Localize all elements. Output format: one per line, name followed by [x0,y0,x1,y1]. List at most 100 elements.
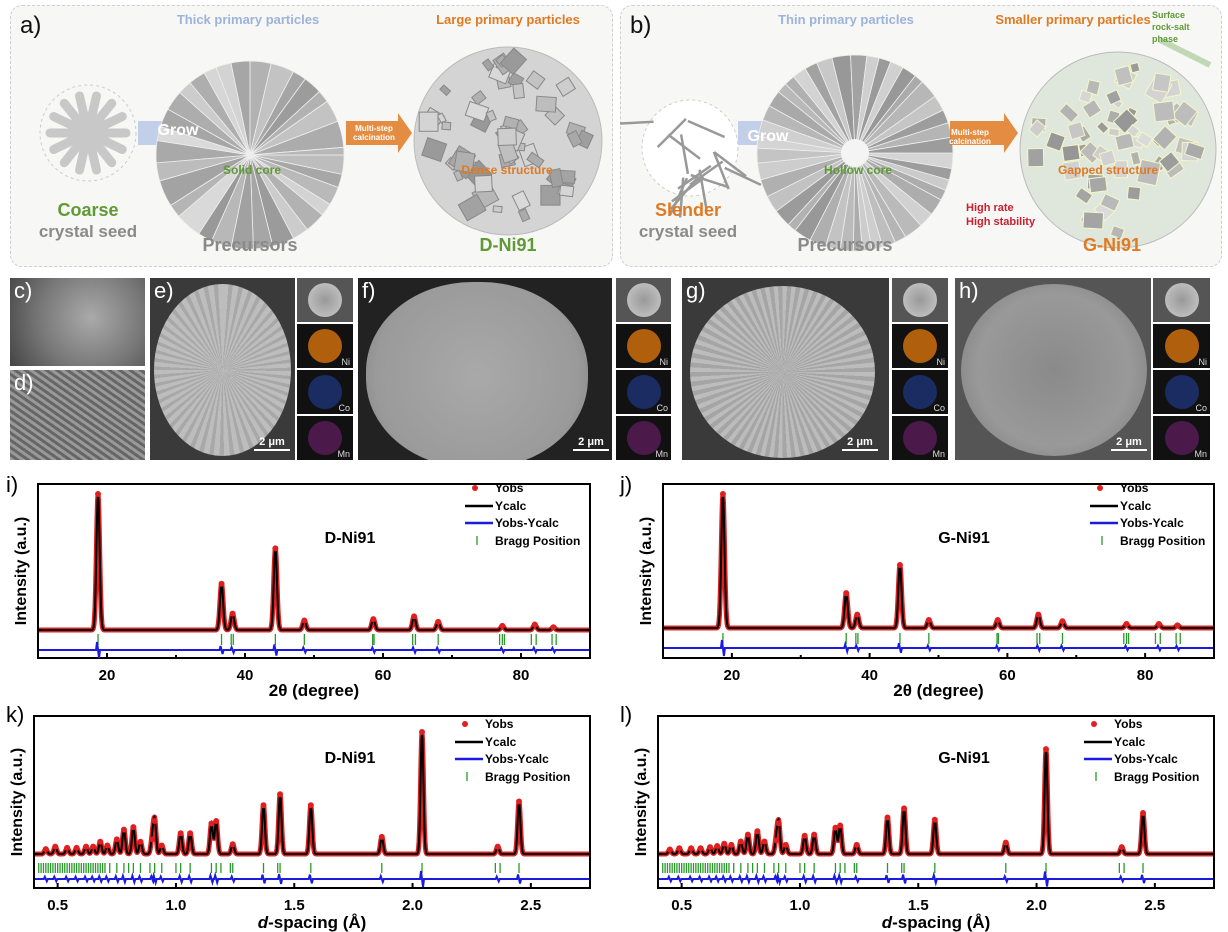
yobs-peak-point [137,838,144,845]
primary-particle-grain [1074,186,1094,205]
eds-sem-thumbnail [892,278,948,322]
yobs-peak-point [208,820,215,827]
seed-needle [679,134,690,175]
primary-particle-grain [566,129,583,148]
primary-particle-grain [525,70,546,90]
legend-yobs: Yobs [495,481,524,495]
yobs-peak-point [1140,809,1147,816]
yobs-peak-point [113,836,120,843]
primary-particle-grain [497,127,517,147]
panel-label: i) [6,472,18,497]
primary-particle-grain [558,184,575,198]
seed-needle [687,119,726,139]
x-tick-label: 60 [999,667,1016,684]
yobs-peak-point [1035,611,1042,618]
grow-label-b: Grow [747,128,789,145]
legend-yobs: Yobs [1114,717,1143,731]
seed-needle [712,151,730,190]
slender-seed-icon [620,118,762,218]
x-axis-label-rest: -spacing (Å) [892,913,990,932]
panel-label: l) [620,702,632,727]
primary-particle-grain [481,58,495,72]
seed-needle [713,151,747,178]
eds-element-label: Ni [341,356,351,367]
eds-particle [1164,374,1199,409]
primary-particle-grain [1061,143,1081,163]
primary-particle-grain [453,169,464,182]
x-tick-label: 2.5 [1144,897,1165,914]
x-tick-label: 2.0 [1026,897,1047,914]
y-axis-label: Intensity (a.u.) [633,748,650,856]
sem-image-f: f) 2 μm [358,278,612,460]
x-tick-label: 20 [99,667,116,684]
yobs-peak-point [853,841,860,848]
primary-particle-grain [526,151,545,169]
scale-bar-e: 2 μm [254,436,290,451]
primary-particle-grain [1027,119,1047,138]
ycalc-series [35,731,589,856]
x-tick-label: 0.5 [47,897,68,914]
yobs-peak-point [42,846,49,853]
yobs-peak-point [773,837,780,844]
seed-needle [677,164,712,190]
y-axis-label: Intensity (a.u.) [9,748,26,856]
primary-particle-grain [1078,89,1093,104]
yobs-peak-point [307,802,314,809]
eds-particle [308,282,342,317]
x-tick-label: 1.5 [908,897,929,914]
schematic-b [620,37,1217,252]
primary-particle-grain [470,89,487,106]
yobs-peak-point [90,843,97,850]
yobs-peak-point [754,828,761,835]
precursor-particle-b [756,54,954,252]
panel-label-b: b) [630,12,652,39]
primary-particle-grain [1099,192,1121,213]
primary-particle-grain [439,84,452,97]
x-axis-label-italic: d [882,913,893,932]
eds-element-label: Co [1195,402,1207,413]
yobs-peak-point [370,616,377,623]
legend-ycalc: Ycalc [485,735,517,749]
primary-particle-grain [453,150,476,174]
yobs-ycalc-series [664,639,1213,657]
particle-cross-section [154,284,291,456]
yobs-peak-point [550,624,557,631]
ycalc-series [664,494,1213,629]
legend: Yobs Ycalc Yobs-Ycalc Bragg Position [1090,481,1205,548]
seed-outline [641,99,739,197]
dense-structure-label: Dense structure [461,163,553,177]
eds-map-ni: Ni [1153,324,1210,368]
primary-particle-grain [1088,176,1108,194]
eds-maps-e: Ni Co Mn [297,278,353,460]
yobs-peak-point [1059,618,1066,625]
yobs-peak-point [213,818,220,825]
primary-particle-grain [511,190,531,212]
primary-particle-grain [555,76,577,97]
eds-map-mn: Mn [1153,416,1210,460]
xrd-chart-i: i) 20 40 60 80 2θ (degree) Intensity (a.u.) D-N… [6,472,591,700]
primary-particle-grain [1027,147,1045,168]
eds-element-label: Mn [337,448,350,459]
legend-ycalc: Ycalc [495,499,527,513]
yobs-peak-point [707,844,714,851]
particle-cross-section [690,286,875,458]
x-tick-label: 2.0 [402,897,423,914]
yobs-peak-point [737,838,744,845]
legend-diff: Yobs-Ycalc [485,752,549,766]
eds-map-mn: Mn [297,416,353,460]
panel-label: k) [6,702,24,727]
yobs-peak-point [782,841,789,848]
eds-sem-thumbnail [1153,278,1210,322]
particle-cross-section [961,284,1147,456]
precursors-label-b: Precursors [797,235,893,255]
eds-particle [903,374,937,409]
calcination-label-b: Multi-step calcination [949,128,991,146]
x-tick-label: 2.5 [520,897,541,914]
x-axis-label: 2θ (degree) [269,681,359,700]
eds-map-co: Co [1153,370,1210,414]
scale-text: 2 μm [1116,436,1142,448]
eds-particle [1164,420,1199,455]
primary-particle-wedge [249,146,345,156]
primary-particle-grain [1158,150,1181,173]
